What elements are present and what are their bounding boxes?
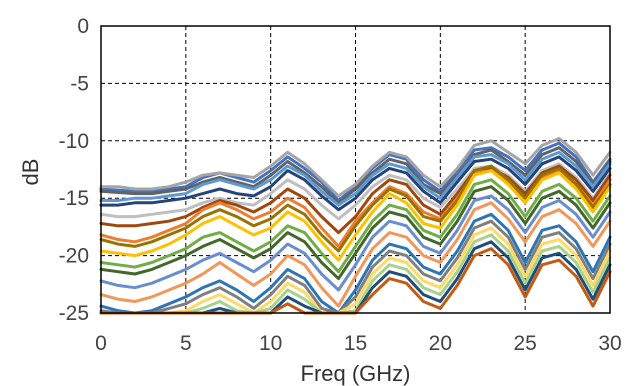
series-line-9 [99, 164, 612, 253]
y-axis-label: dB [18, 159, 43, 186]
series-line-17 [99, 226, 612, 315]
series-line-5 [99, 155, 612, 212]
x-tick-labels: 0 5 10 15 20 25 30 [95, 332, 622, 355]
x-axis-label: Freq (GHz) [301, 361, 411, 386]
x-tick-label: 25 [513, 332, 536, 355]
series-line-14 [99, 201, 612, 308]
x-tick-label: 15 [344, 332, 367, 355]
y-tick-label: -25 [59, 302, 89, 325]
y-tick-label: -5 [70, 72, 89, 95]
y-tick-label: 0 [77, 15, 89, 38]
series-line-7 [99, 164, 612, 235]
series-line-15 [99, 212, 612, 315]
series-line-13 [99, 194, 612, 292]
series-line-3 [99, 146, 612, 205]
y-tick-label: -15 [59, 187, 89, 210]
plot-frame [100, 25, 611, 314]
series-line-4 [99, 150, 612, 207]
x-tick-label: 20 [429, 332, 452, 355]
y-tick-label: -20 [59, 245, 89, 268]
x-tick-label: 30 [598, 332, 621, 355]
y-tick-labels: 0 -5 -10 -15 -20 -25 [59, 15, 89, 325]
series-line-16 [99, 219, 612, 315]
series-line-10 [99, 169, 612, 262]
series-line-11 [99, 178, 612, 274]
series-line-1 [99, 141, 612, 202]
series-line-2 [99, 137, 612, 198]
series-line-12 [99, 185, 612, 281]
x-tick-label: 10 [259, 332, 282, 355]
y-tick-label: -10 [59, 130, 89, 153]
x-tick-label: 5 [180, 332, 192, 355]
x-tick-label: 0 [95, 332, 107, 355]
